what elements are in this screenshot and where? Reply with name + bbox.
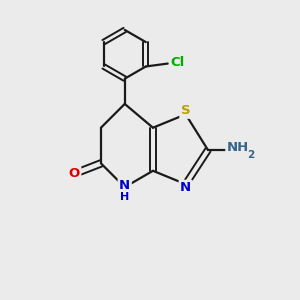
Text: S: S [181, 104, 190, 117]
Text: H: H [120, 192, 129, 202]
Text: N: N [119, 179, 130, 192]
Text: O: O [69, 167, 80, 180]
Text: NH: NH [226, 141, 249, 154]
Text: N: N [180, 181, 191, 194]
Text: Cl: Cl [170, 56, 184, 68]
Text: 2: 2 [248, 150, 255, 160]
